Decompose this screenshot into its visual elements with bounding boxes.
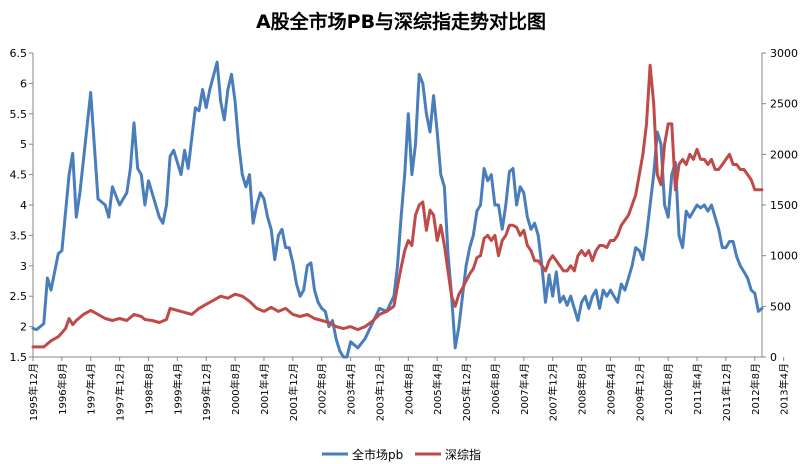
legend-label-pb: 全市场pb (352, 447, 403, 462)
x-tick-label: 2001年4月 (258, 363, 271, 415)
x-tick-label: 1996年8月 (56, 363, 69, 415)
y-right-tick-label: 1000 (770, 250, 798, 263)
y-right-ticks: 0 500 1000 1500 2000 2500 3000 (762, 47, 798, 364)
y-left-tick-label: 6 (20, 77, 27, 90)
y-left-tick-label: 2 (20, 321, 27, 334)
x-tick-label: 2007年12月 (547, 363, 560, 421)
x-tick-label: 2004年8月 (402, 363, 415, 415)
x-tick-label: 1998年8月 (142, 363, 155, 415)
y-left-tick-label: 5.5 (10, 108, 28, 121)
x-tick-label: 2002年8月 (316, 363, 329, 415)
x-tick-label: 2007年4月 (518, 363, 531, 415)
x-tick-label: 1997年12月 (114, 363, 127, 421)
y-right-tick-label: 3000 (770, 47, 798, 60)
legend-label-szindex: 深综指 (445, 447, 481, 462)
x-tick-label: 2000年8月 (229, 363, 242, 415)
x-tick-label: 2009年4月 (604, 363, 617, 415)
y-left-tick-label: 6.5 (10, 47, 28, 60)
y-right-tick-label: 1500 (770, 199, 798, 212)
chart-title: A股全市场PB与深综指走势对比图 (256, 10, 546, 33)
x-tick-label: 2008年8月 (576, 363, 589, 415)
x-tick-label: 2010年8月 (662, 363, 675, 415)
x-tick-label: 1999年4月 (171, 363, 184, 415)
x-tick-label: 2011年4月 (691, 363, 704, 415)
x-tick-label: 1997年4月 (85, 363, 98, 415)
x-tick-label: 1995年12月 (27, 363, 40, 421)
x-tick-label: 2013年4月 (778, 363, 791, 415)
y-right-tick-label: 2000 (770, 148, 798, 161)
x-tick-label: 1999年12月 (200, 363, 213, 421)
series-line-szindex (31, 63, 764, 349)
y-left-tick-label: 4.5 (10, 169, 28, 182)
x-tick-label: 2009年12月 (633, 363, 646, 421)
y-left-tick-label: 5 (20, 138, 27, 151)
x-tick-label: 2006年8月 (489, 363, 502, 415)
x-tick-label: 2005年12月 (460, 363, 473, 421)
y-left-tick-label: 3.5 (10, 229, 28, 242)
x-ticks: 1995年12月 1996年8月 1997年4月 1997年12月 1998年8月 199… (27, 357, 791, 421)
x-tick-label: 2003年12月 (373, 363, 386, 421)
x-tick-label: 2005年4月 (431, 363, 444, 415)
y-left-tick-label: 4 (20, 199, 27, 212)
y-left-ticks: 1.5 2 2.5 3 3.5 4 4.5 5 5.5 6 6.5 (10, 47, 33, 364)
y-left-tick-label: 1.5 (10, 351, 28, 364)
legend: 全市场pb 深综指 (322, 447, 481, 462)
y-left-tick-label: 2.5 (10, 290, 28, 303)
y-left-tick-label: 3 (20, 260, 27, 273)
x-tick-label: 2012年8月 (749, 363, 762, 415)
x-tick-label: 2003年4月 (345, 363, 358, 415)
y-right-tick-label: 2500 (770, 98, 798, 111)
x-tick-label: 2011年12月 (720, 363, 733, 421)
series-line-pb (31, 60, 764, 359)
y-right-tick-label: 0 (770, 351, 777, 364)
y-right-tick-label: 500 (770, 300, 791, 313)
series-layer (31, 60, 764, 359)
x-tick-label: 2001年12月 (287, 363, 300, 421)
